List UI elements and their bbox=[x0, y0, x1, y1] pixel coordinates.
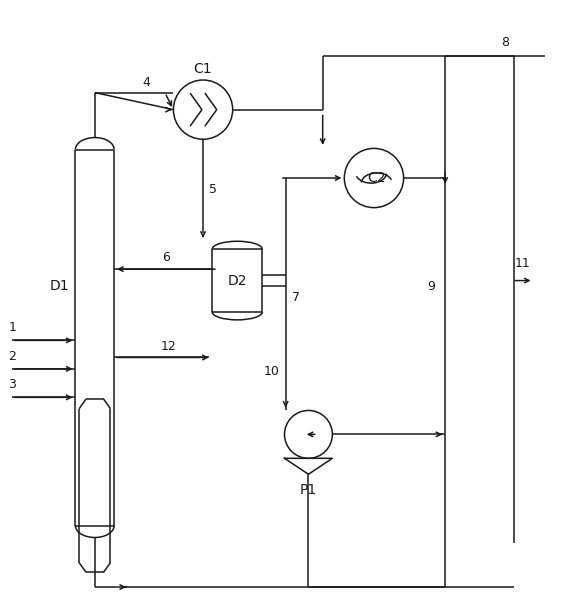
Text: D1: D1 bbox=[50, 279, 69, 293]
Text: 10: 10 bbox=[264, 365, 279, 378]
Text: 9: 9 bbox=[427, 279, 435, 293]
Text: P1: P1 bbox=[300, 483, 317, 496]
Text: 4: 4 bbox=[142, 76, 150, 89]
Text: 8: 8 bbox=[501, 37, 509, 49]
Text: 2: 2 bbox=[8, 350, 16, 363]
Text: 7: 7 bbox=[292, 291, 300, 304]
Text: 6: 6 bbox=[162, 251, 170, 264]
Text: 5: 5 bbox=[209, 183, 218, 196]
Text: C2: C2 bbox=[368, 171, 386, 185]
Text: 3: 3 bbox=[8, 378, 16, 391]
Text: 12: 12 bbox=[161, 340, 177, 353]
Text: C1: C1 bbox=[194, 62, 212, 76]
Text: D2: D2 bbox=[227, 273, 247, 287]
Text: 1: 1 bbox=[8, 322, 16, 334]
Text: 11: 11 bbox=[514, 257, 530, 270]
